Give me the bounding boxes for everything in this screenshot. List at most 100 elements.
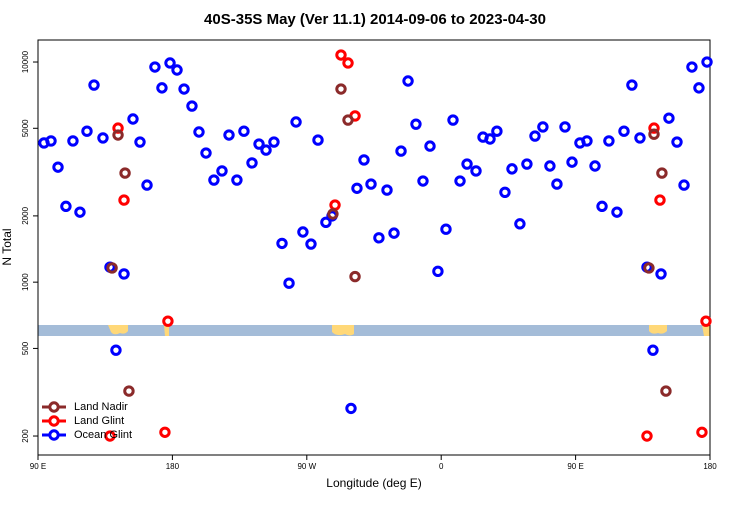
x-tick-label: 90 E [567, 462, 583, 471]
point [342, 114, 354, 126]
point [305, 238, 317, 250]
point [238, 125, 250, 137]
x-tick-label: 180 [703, 462, 717, 471]
point [345, 402, 357, 415]
point [320, 216, 332, 229]
point [514, 218, 526, 230]
point [223, 129, 235, 141]
point [641, 430, 653, 442]
point [581, 135, 593, 147]
point [149, 61, 161, 73]
legend-marker [48, 415, 60, 427]
point [701, 56, 713, 68]
y-tick-label: 200 [21, 429, 30, 443]
point [365, 178, 377, 190]
point [440, 223, 452, 235]
point [297, 226, 309, 238]
point [119, 167, 131, 179]
point [162, 315, 174, 327]
point [81, 125, 93, 137]
point [178, 83, 190, 95]
y-tick-label: 500 [21, 341, 30, 355]
legend-label: Ocean Glint [74, 429, 132, 441]
point [118, 194, 130, 206]
point [335, 49, 347, 61]
point [461, 158, 473, 170]
point [373, 232, 385, 244]
point [537, 121, 549, 133]
land-patch [702, 325, 710, 336]
series [38, 56, 713, 415]
point [351, 182, 363, 194]
point [200, 147, 212, 159]
point [88, 79, 100, 91]
plot-frame [37, 39, 711, 456]
land-patch [108, 325, 128, 335]
y-tick-label: 10000 [21, 50, 30, 73]
series [106, 83, 672, 397]
point [626, 79, 638, 91]
point [388, 227, 400, 239]
point [491, 125, 503, 137]
point [611, 206, 623, 218]
point [246, 157, 258, 169]
point [45, 135, 57, 147]
y-tick-label: 2000 [21, 206, 30, 224]
point [417, 175, 429, 187]
point [123, 385, 135, 397]
point [410, 118, 422, 130]
point [312, 134, 324, 146]
x-tick-label: 180 [166, 462, 180, 471]
point [134, 136, 146, 148]
x-axis-label: Longitude (deg E) [326, 476, 421, 490]
point [499, 186, 511, 198]
point [447, 114, 459, 126]
legend-label: Land Glint [74, 415, 124, 427]
point [544, 160, 556, 172]
point [618, 125, 630, 137]
point [686, 61, 698, 73]
point [216, 165, 228, 177]
point [521, 158, 533, 170]
point [596, 200, 608, 213]
point [559, 121, 571, 133]
point [589, 160, 601, 172]
point [110, 344, 122, 356]
point [660, 385, 672, 397]
legend: Land Nadir Land Glint Ocean Glint [42, 401, 132, 441]
point [402, 75, 414, 87]
land-strip [38, 325, 710, 336]
point [335, 83, 347, 95]
point [529, 130, 541, 142]
y-tick-label: 1000 [21, 273, 30, 291]
land-patch [164, 325, 169, 336]
legend-marker [48, 401, 60, 413]
point [342, 57, 354, 69]
point [327, 208, 339, 220]
point [231, 174, 243, 186]
point [290, 116, 302, 128]
point [700, 315, 712, 327]
point [643, 262, 655, 274]
land-patch [649, 325, 667, 334]
land-patch [332, 325, 354, 336]
point [112, 129, 124, 141]
point [171, 64, 183, 76]
legend-marker [48, 429, 60, 441]
point [60, 200, 72, 213]
point [268, 136, 280, 148]
point [648, 128, 660, 140]
point [52, 161, 64, 173]
point [104, 430, 116, 442]
point [260, 144, 272, 156]
point [186, 100, 198, 112]
point [454, 175, 466, 187]
point [208, 174, 220, 186]
point [551, 178, 563, 190]
x-tick-label: 0 [439, 462, 444, 471]
point [156, 82, 168, 94]
point [484, 133, 496, 145]
point [648, 122, 660, 134]
point [424, 140, 436, 152]
